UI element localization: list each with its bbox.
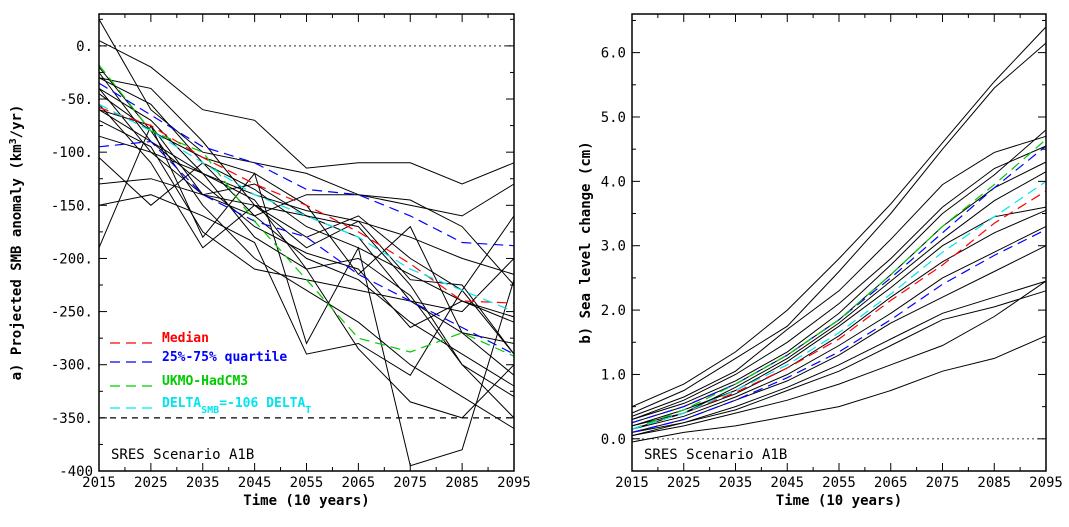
x-tick-label: 2095 (1029, 475, 1063, 491)
x-tick-label: 2075 (926, 475, 960, 491)
series-25-quartile (631, 145, 1047, 424)
model-line-18 (98, 77, 515, 323)
x-tick-label: 2065 (342, 475, 376, 491)
model-line-7 (631, 209, 1047, 427)
model-line-2 (631, 42, 1047, 414)
model-line-10 (98, 194, 515, 376)
y-tick-label: -150. (51, 198, 93, 214)
series-median (631, 190, 1047, 430)
x-tick-label: 2015 (82, 475, 116, 491)
y-tick-label: -250. (51, 305, 93, 321)
x-tick-label: 2085 (445, 475, 479, 491)
legend-delta-mid: =-106 DELTA (219, 396, 305, 411)
y-tick-label: -400 (59, 464, 93, 480)
y-tick-label: 6.0 (601, 46, 626, 62)
model-line-1 (631, 26, 1047, 408)
model-line-4 (98, 88, 515, 313)
x-tick-label: 2045 (238, 475, 272, 491)
panel-a-ticks: 2015 2025 2035 2045 2055 2065 2075 2085 2095 0. -5… (51, 14, 531, 491)
model-line-12 (98, 72, 515, 419)
model-line-12 (631, 280, 1047, 437)
legend-label-median: Median (162, 331, 209, 346)
panel-a-scenario-annotation: SRES Scenario A1B (111, 447, 254, 463)
legend-delta-sub2: T (305, 405, 311, 416)
legend-delta-main: DELTA (162, 396, 201, 411)
series-25-quartile (98, 82, 515, 247)
panel-a-reference-lines (99, 45, 514, 419)
panel-a-series (98, 19, 515, 467)
y-tick-label: -100. (51, 145, 93, 161)
x-tick-label: 2055 (290, 475, 324, 491)
model-line-15 (631, 171, 1047, 430)
model-line-2 (98, 40, 515, 185)
model-line-10 (631, 280, 1047, 433)
x-tick-label: 2085 (977, 475, 1011, 491)
series-median (98, 106, 515, 304)
series-75-quartile (631, 229, 1047, 433)
y-tick-label: 4.0 (601, 174, 626, 190)
model-line-8 (631, 225, 1047, 430)
y-tick-label: -350. (51, 411, 93, 427)
x-tick-label: 2065 (874, 475, 908, 491)
x-tick-label: 2015 (615, 475, 649, 491)
x-tick-label: 2075 (393, 475, 427, 491)
x-tick-label: 2035 (719, 475, 753, 491)
model-line-14 (631, 145, 1047, 420)
panel-b-sea-level: 2015 2025 2035 2045 2055 2065 2075 2085 2095 0.0 1… (578, 13, 1063, 509)
y-tick-label: 0.0 (601, 432, 626, 448)
y-tick-label: -300. (51, 358, 93, 374)
x-tick-label: 2095 (497, 475, 531, 491)
panel-b-scenario-annotation: SRES Scenario A1B (644, 447, 787, 463)
y-tick-label: 5.0 (601, 110, 626, 126)
model-line-17 (98, 66, 515, 429)
model-line-13 (98, 109, 515, 387)
panel-a-x-axis-label: Time (10 years) (243, 493, 369, 509)
x-tick-label: 2025 (134, 475, 168, 491)
y-tick-label: -200. (51, 251, 93, 267)
series-delta-smb-106-delta-t (98, 103, 515, 313)
y-tick-label: -50. (59, 92, 93, 108)
y-tick-label: 0. (76, 39, 93, 55)
model-line-8 (98, 157, 515, 286)
model-line-11 (98, 124, 515, 467)
panel-a-smb-anomaly: 2015 2025 2035 2045 2055 2065 2075 2085 2095 0. -5… (8, 13, 531, 509)
model-line-6 (631, 206, 1047, 427)
legend-label-delta: DELTASMB=-106 DELTAT (162, 396, 311, 416)
model-line-13 (631, 335, 1047, 443)
model-line-11 (631, 290, 1047, 437)
model-line-3 (631, 135, 1047, 417)
legend-label-quartile: 25%-75% quartile (162, 350, 287, 365)
model-line-4 (631, 129, 1047, 420)
y-tick-label: 2.0 (601, 303, 626, 319)
panel-a-y-label-suffix: /yr) (9, 105, 25, 139)
series-ukmo-hadcm3 (98, 64, 515, 357)
model-line-1 (98, 19, 515, 217)
panel-a-y-axis-label: a) Projected SMB anomaly (km3/yr) (8, 105, 26, 381)
panel-a-y-label-prefix: a) Projected SMB anomaly (km (9, 144, 25, 380)
series-delta-smb-106-delta-t (631, 180, 1047, 430)
legend-label-ukmo: UKMO-HadCM3 (162, 374, 248, 389)
x-tick-label: 2025 (667, 475, 701, 491)
legend-delta-sub: SMB (201, 405, 219, 416)
x-tick-label: 2045 (770, 475, 804, 491)
panel-b-frame (631, 13, 1047, 472)
panel-a-frame (98, 13, 515, 472)
panel-a-legend: Median 25%-75% quartile UKMO-HadCM3 DELT… (110, 331, 311, 416)
y-tick-label: 3.0 (601, 239, 626, 255)
panel-b-series (631, 26, 1047, 443)
panel-b-x-axis-label: Time (10 years) (776, 493, 902, 509)
y-tick-label: 1.0 (601, 367, 626, 383)
x-tick-label: 2035 (186, 475, 220, 491)
panel-a-y-label-sup: 3 (8, 138, 19, 144)
model-line-6 (98, 109, 515, 329)
series-ukmo-hadcm3 (631, 139, 1047, 430)
x-tick-label: 2055 (822, 475, 856, 491)
panel-b-y-axis-label: b) Sea level change (cm) (578, 141, 594, 343)
panel-b-ticks: 2015 2025 2035 2045 2055 2065 2075 2085 2095 0.0 1… (601, 14, 1063, 491)
